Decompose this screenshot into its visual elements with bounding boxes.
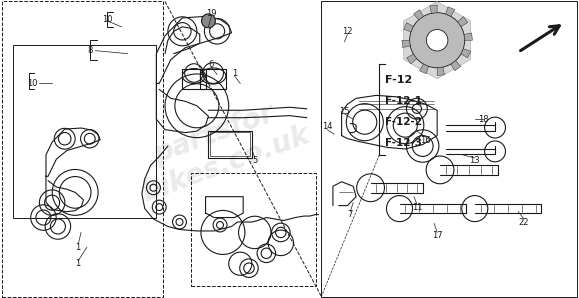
Polygon shape [402,40,410,48]
Text: 1: 1 [75,259,81,268]
Polygon shape [420,64,428,74]
Polygon shape [451,61,461,71]
Text: 13: 13 [470,156,480,165]
Polygon shape [413,10,423,20]
Text: F-12-3: F-12-3 [385,138,422,148]
Bar [321,1,577,297]
Text: 7: 7 [347,210,353,219]
Text: 10: 10 [102,15,112,24]
Polygon shape [464,33,472,40]
Text: 16: 16 [420,136,431,145]
Bar [210,132,250,156]
Text: 1: 1 [75,243,81,252]
Bar [2,1,163,297]
Text: partsfor
bikes.co.uk: partsfor bikes.co.uk [126,90,314,208]
Polygon shape [404,23,413,32]
Circle shape [409,13,465,68]
Text: F-12: F-12 [385,75,412,86]
Text: 10: 10 [27,79,37,88]
Text: 11: 11 [412,203,422,212]
Bar [13,45,156,218]
Text: 17: 17 [432,231,442,240]
Text: F-12-1: F-12-1 [385,96,422,106]
Text: 12: 12 [342,27,353,36]
Bar [208,131,252,158]
Text: 15: 15 [339,107,350,116]
Polygon shape [457,17,468,27]
Text: 22: 22 [519,218,529,226]
Text: F-12-2: F-12-2 [385,117,422,127]
Polygon shape [430,5,437,13]
Polygon shape [406,54,417,64]
Polygon shape [461,49,471,58]
Text: 5: 5 [252,156,258,165]
Text: 19: 19 [206,9,217,18]
Text: 14: 14 [322,122,332,131]
Circle shape [201,14,215,28]
Text: 8: 8 [87,46,93,55]
Polygon shape [404,1,471,79]
Circle shape [426,30,448,51]
Polygon shape [437,67,445,75]
Polygon shape [446,7,455,16]
Text: 1: 1 [232,69,237,77]
Text: 6: 6 [208,60,214,69]
Bar [191,173,316,286]
Text: 18: 18 [478,115,489,124]
